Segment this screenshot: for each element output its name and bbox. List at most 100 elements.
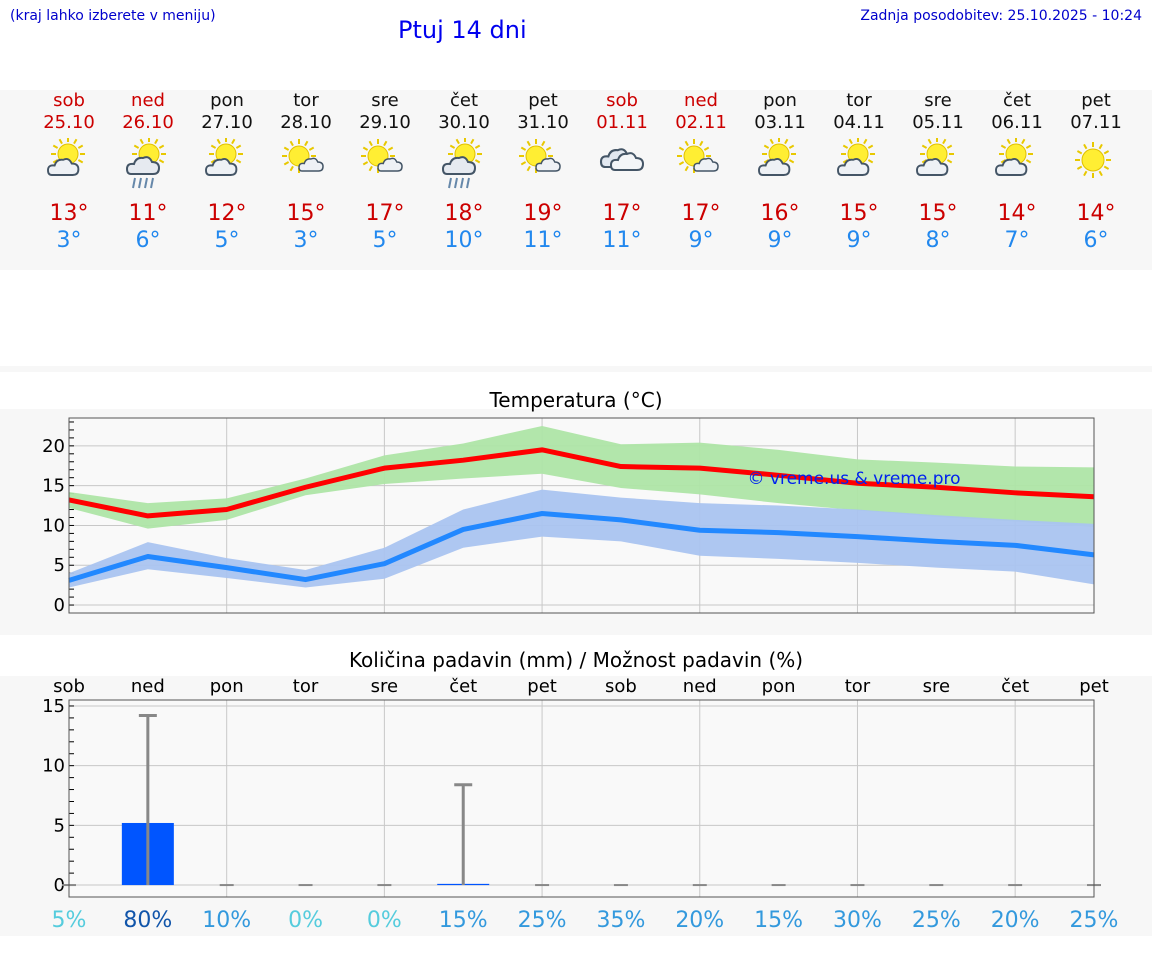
x-category-label: ned	[683, 676, 717, 697]
precipitation-probability: 10%	[202, 908, 251, 933]
day-name: sob	[53, 90, 85, 111]
min-temperature: 9°	[767, 228, 793, 253]
min-temperature: 5°	[372, 228, 398, 253]
x-category-label: pon	[210, 676, 244, 697]
y-tick-label: 15	[42, 696, 65, 717]
x-category-label: pet	[1079, 676, 1109, 697]
day-column: pon 03.11 16° 9°	[741, 90, 820, 254]
max-temperature: 15°	[286, 201, 326, 226]
x-category-label: tor	[845, 676, 871, 697]
day-name: tor	[293, 90, 319, 111]
min-temperature: 5°	[214, 228, 240, 253]
x-category-label: sob	[605, 676, 637, 697]
day-date: 04.11	[833, 112, 885, 133]
max-temperature: 19°	[523, 201, 563, 226]
precipitation-probability: 15%	[439, 908, 488, 933]
temperature-chart-title: Temperatura (°C)	[489, 388, 663, 412]
max-temperature: 13°	[49, 201, 89, 226]
min-temperature: 9°	[846, 228, 872, 253]
day-name: sre	[924, 90, 952, 111]
day-name: pon	[210, 90, 244, 111]
max-temperature: 14°	[997, 201, 1037, 226]
sun-cloud-rain-icon	[109, 134, 188, 198]
sun-small-cloud-icon	[662, 134, 741, 198]
min-temperature: 8°	[925, 228, 951, 253]
day-name: tor	[846, 90, 872, 111]
sun-cloud-icon	[30, 134, 109, 198]
day-date: 31.10	[517, 112, 569, 133]
x-category-label: čet	[1001, 676, 1029, 697]
day-column: sob 01.11 17° 11°	[583, 90, 662, 254]
precipitation-probability: 0%	[288, 908, 323, 933]
sun-small-cloud-icon	[504, 134, 583, 198]
x-category-label: ned	[131, 676, 165, 697]
precipitation-probability: 80%	[123, 908, 172, 933]
y-tick-label: 10	[42, 515, 65, 536]
day-name: pet	[1081, 90, 1111, 111]
precipitation-probability: 5%	[52, 908, 87, 933]
min-temperature: 9°	[688, 228, 714, 253]
day-name: sob	[606, 90, 638, 111]
daily-forecast-strip: sob 25.10 13° 3° ned 26.10 11° 6° pon 27.10 12° 5° t…	[0, 90, 1152, 270]
day-column: pon 27.10 12° 5°	[188, 90, 267, 254]
day-name: pon	[763, 90, 797, 111]
y-tick-label: 5	[54, 815, 65, 836]
sun-cloud-icon	[188, 134, 267, 198]
day-date: 06.11	[991, 112, 1043, 133]
day-name: ned	[684, 90, 718, 111]
watermark: © vreme.us & vreme.pro	[747, 469, 960, 489]
day-name: sre	[371, 90, 399, 111]
max-temperature: 18°	[444, 201, 484, 226]
y-tick-label: 0	[54, 875, 65, 896]
max-temperature: 14°	[1076, 201, 1116, 226]
day-name: pet	[528, 90, 558, 111]
sun-icon	[1057, 134, 1136, 198]
x-category-label: sob	[53, 676, 85, 697]
y-tick-label: 15	[42, 476, 65, 497]
min-temperature: 3°	[56, 228, 82, 253]
day-name: čet	[449, 90, 479, 111]
max-temperature: 16°	[760, 201, 800, 226]
day-column: sre 05.11 15° 8°	[899, 90, 978, 254]
x-category-label: čet	[449, 676, 477, 697]
day-date: 01.11	[596, 112, 648, 133]
series-line	[68, 511, 1095, 583]
plot-frame	[68, 699, 1095, 898]
y-tick-label: 20	[42, 436, 65, 457]
day-column: tor 04.11 15° 9°	[820, 90, 899, 254]
sun-cloud-icon	[899, 134, 978, 198]
max-temperature: 17°	[365, 201, 405, 226]
divider	[0, 366, 1152, 372]
precipitation-probability: 25%	[912, 908, 961, 933]
max-temperature: 17°	[681, 201, 721, 226]
precipitation-probability: 25%	[518, 908, 567, 933]
day-date: 28.10	[280, 112, 332, 133]
sun-small-cloud-icon	[267, 134, 346, 198]
day-date: 26.10	[122, 112, 174, 133]
day-column: tor 28.10 15° 3°	[267, 90, 346, 254]
precipitation-probability: 35%	[596, 908, 645, 933]
uncertainty-band	[69, 489, 1094, 588]
min-temperature: 10°	[444, 228, 484, 253]
day-column: čet 30.10 18° 10°	[425, 90, 504, 254]
day-date: 25.10	[43, 112, 95, 133]
min-temperature: 6°	[135, 228, 161, 253]
sun-cloud-icon	[978, 134, 1057, 198]
day-column: čet 06.11 14° 7°	[978, 90, 1057, 254]
min-temperature: 7°	[1004, 228, 1030, 253]
min-temperature: 11°	[602, 228, 642, 253]
min-temperature: 3°	[293, 228, 319, 253]
day-date: 27.10	[201, 112, 253, 133]
precipitation-probability: 25%	[1070, 908, 1119, 933]
y-tick-label: 0	[54, 595, 65, 616]
precipitation-probability: 0%	[367, 908, 402, 933]
x-category-label: pon	[762, 676, 796, 697]
max-temperature: 15°	[918, 201, 958, 226]
day-date: 02.11	[675, 112, 727, 133]
x-category-label: sre	[923, 676, 950, 697]
day-column: ned 26.10 11° 6°	[109, 90, 188, 254]
day-date: 05.11	[912, 112, 964, 133]
max-temperature: 11°	[128, 201, 168, 226]
min-temperature: 6°	[1083, 228, 1109, 253]
day-column: sob 25.10 13° 3°	[30, 90, 109, 254]
